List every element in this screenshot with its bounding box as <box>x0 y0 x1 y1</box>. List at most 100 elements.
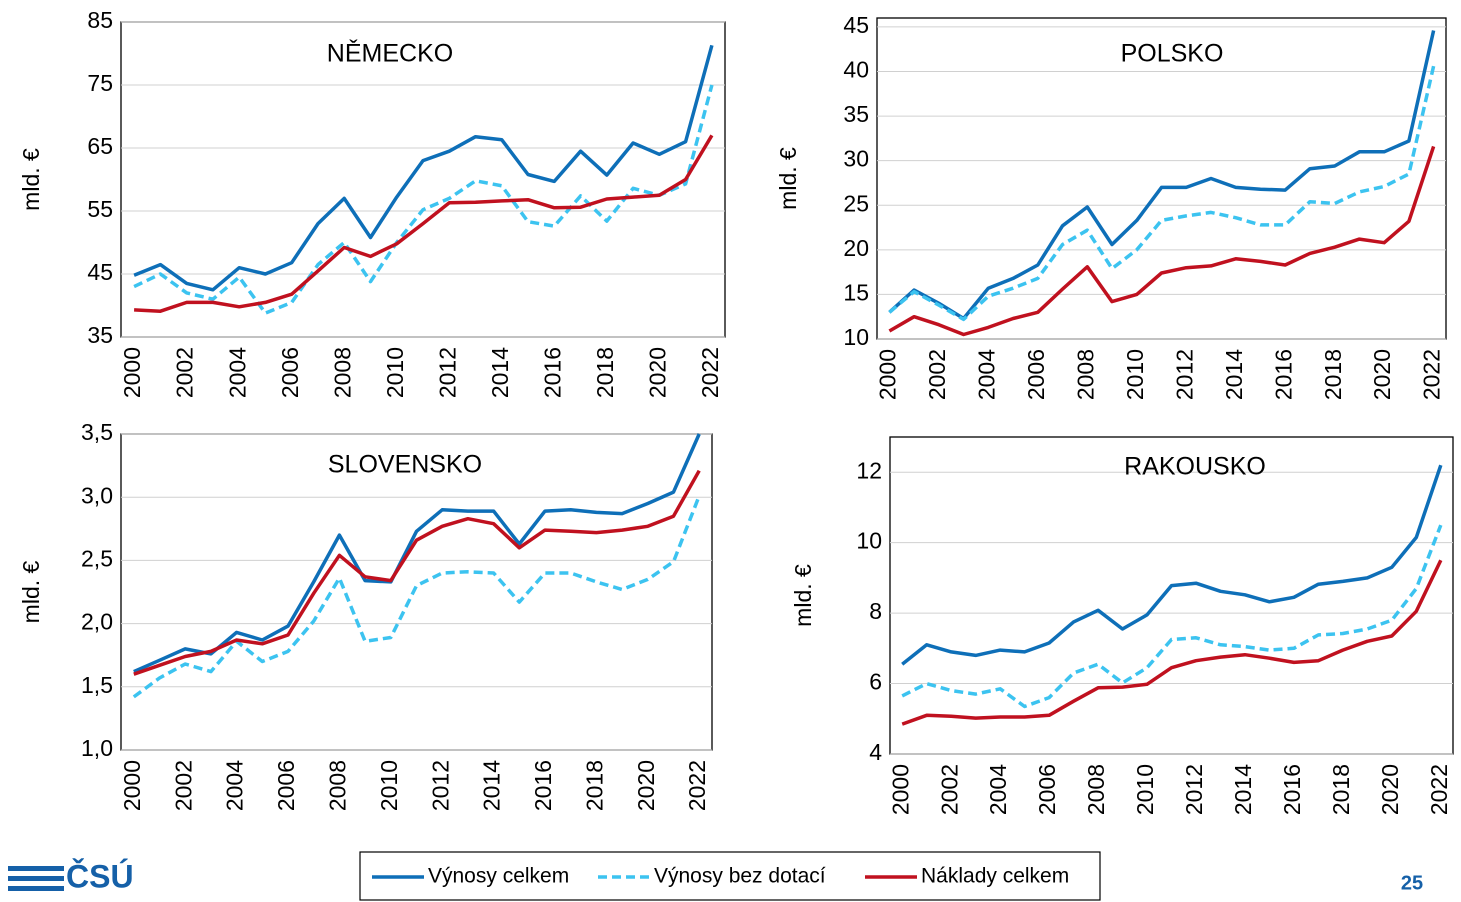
x-tick-label: 2004 <box>973 349 999 400</box>
y-tick-label: 40 <box>843 57 869 83</box>
y-tick-label: 1,0 <box>81 735 113 761</box>
chart: 10 15 20 25 30 35 40 45 2000 2002 2004 2006 2008 2010… <box>775 12 1447 400</box>
chart-title: POLSKO <box>1121 40 1224 68</box>
x-tick-label: 2010 <box>1132 764 1158 815</box>
y-axis-label: mld. € <box>18 148 44 211</box>
y-tick-label: 75 <box>87 70 113 96</box>
x-tick-label: 2004 <box>222 760 248 811</box>
series-line <box>133 44 714 292</box>
x-tick-label: 2000 <box>874 349 900 400</box>
logo-text: ČSÚ <box>66 858 134 894</box>
y-tick-label: 4 <box>869 739 882 765</box>
legend-label: Výnosy celkem <box>428 865 569 888</box>
y-tick-label: 6 <box>869 669 882 695</box>
x-tick-label: 2016 <box>1270 349 1296 400</box>
series-line <box>134 134 714 313</box>
x-tick-label: 2018 <box>592 347 618 398</box>
x-tick-label: 2008 <box>329 347 355 398</box>
x-tick-label: 2020 <box>1377 764 1403 815</box>
y-tick-label: 25 <box>843 190 869 216</box>
x-tick-label: 2014 <box>479 760 505 811</box>
series-line <box>888 145 1436 337</box>
series-line <box>888 65 1436 322</box>
x-tick-label: 2008 <box>1072 349 1098 400</box>
chart-title: SLOVENSKO <box>328 451 482 479</box>
logo-bar <box>8 886 64 891</box>
x-tick-label: 2000 <box>119 760 145 811</box>
y-tick-label: 55 <box>87 196 113 222</box>
x-tick-label: 2022 <box>1426 764 1452 815</box>
y-tick-label: 65 <box>87 133 113 159</box>
x-tick-label: 2010 <box>1122 349 1148 400</box>
y-tick-label: 85 <box>87 7 113 33</box>
x-tick-label: 2000 <box>887 764 913 815</box>
y-tick-label: 2,0 <box>81 609 113 635</box>
y-tick-label: 35 <box>87 322 113 348</box>
x-tick-label: 2002 <box>170 760 196 811</box>
x-tick-label: 2018 <box>1328 764 1354 815</box>
x-tick-label: 2022 <box>697 347 723 398</box>
y-axis-label: mld. € <box>18 560 44 623</box>
y-tick-label: 10 <box>843 324 869 350</box>
x-tick-label: 2020 <box>633 760 659 811</box>
y-tick-label: 1,5 <box>81 672 113 698</box>
logo-bar <box>8 866 64 871</box>
x-tick-label: 2020 <box>1369 349 1395 400</box>
x-tick-label: 2014 <box>1230 764 1256 815</box>
y-tick-label: 35 <box>843 101 869 127</box>
x-tick-label: 2004 <box>224 347 250 398</box>
y-tick-label: 15 <box>843 279 869 305</box>
page-number: 25 <box>1401 872 1423 894</box>
plot-frame <box>120 433 713 751</box>
x-tick-label: 2012 <box>1171 349 1197 400</box>
series-line <box>901 524 1443 709</box>
y-axis-label: mld. € <box>790 564 816 627</box>
series-line <box>133 84 714 315</box>
chart: 4 6 8 10 12 2000 2002 2004 2006 2008 2010 2012 2014 2… <box>790 436 1454 815</box>
series-line <box>888 30 1436 321</box>
x-tick-label: 2006 <box>1034 764 1060 815</box>
x-tick-label: 2008 <box>1083 764 1109 815</box>
x-tick-label: 2014 <box>487 347 513 398</box>
plot-frame <box>889 436 1454 755</box>
y-tick-label: 8 <box>869 598 882 624</box>
x-tick-label: 2010 <box>382 347 408 398</box>
x-tick-label: 2022 <box>684 760 710 811</box>
x-tick-label: 2008 <box>324 760 350 811</box>
x-tick-label: 2002 <box>924 349 950 400</box>
y-tick-label: 10 <box>856 528 882 554</box>
chart-title: NĚMECKO <box>327 39 453 68</box>
chart: 1,0 1,5 2,0 2,5 3,0 3,5 2000 2002 2004 2006 2008 20… <box>18 419 713 811</box>
x-tick-label: 2018 <box>1320 349 1346 400</box>
legend-label: Výnosy bez dotací <box>654 865 826 888</box>
y-tick-label: 45 <box>87 259 113 285</box>
x-tick-label: 2012 <box>434 347 460 398</box>
series-line <box>133 433 701 674</box>
logo-bar <box>8 876 64 881</box>
x-tick-label: 2018 <box>581 760 607 811</box>
series-line <box>133 469 701 676</box>
series-line <box>901 464 1443 666</box>
y-tick-label: 20 <box>843 235 869 261</box>
series-line <box>901 559 1443 726</box>
y-tick-label: 3,0 <box>81 482 113 508</box>
x-tick-label: 2020 <box>644 347 670 398</box>
x-tick-label: 2006 <box>277 347 303 398</box>
y-axis-label: mld. € <box>775 147 801 210</box>
x-tick-label: 2016 <box>530 760 556 811</box>
legend-box <box>359 851 1101 901</box>
legend-label: Náklady celkem <box>921 865 1069 888</box>
x-tick-label: 2002 <box>936 764 962 815</box>
x-tick-label: 2014 <box>1221 349 1247 400</box>
chart: 35 45 55 65 75 85 2000 2002 2004 2006 2008 2010 2012… <box>18 7 726 398</box>
x-tick-label: 2016 <box>539 347 565 398</box>
x-tick-label: 2010 <box>376 760 402 811</box>
y-tick-label: 30 <box>843 146 869 172</box>
chart-title: RAKOUSKO <box>1124 453 1266 481</box>
x-tick-label: 2012 <box>427 760 453 811</box>
logo: ČSÚ <box>8 858 134 894</box>
x-tick-label: 2006 <box>1023 349 1049 400</box>
x-tick-label: 2002 <box>172 347 198 398</box>
y-tick-label: 12 <box>856 457 882 483</box>
